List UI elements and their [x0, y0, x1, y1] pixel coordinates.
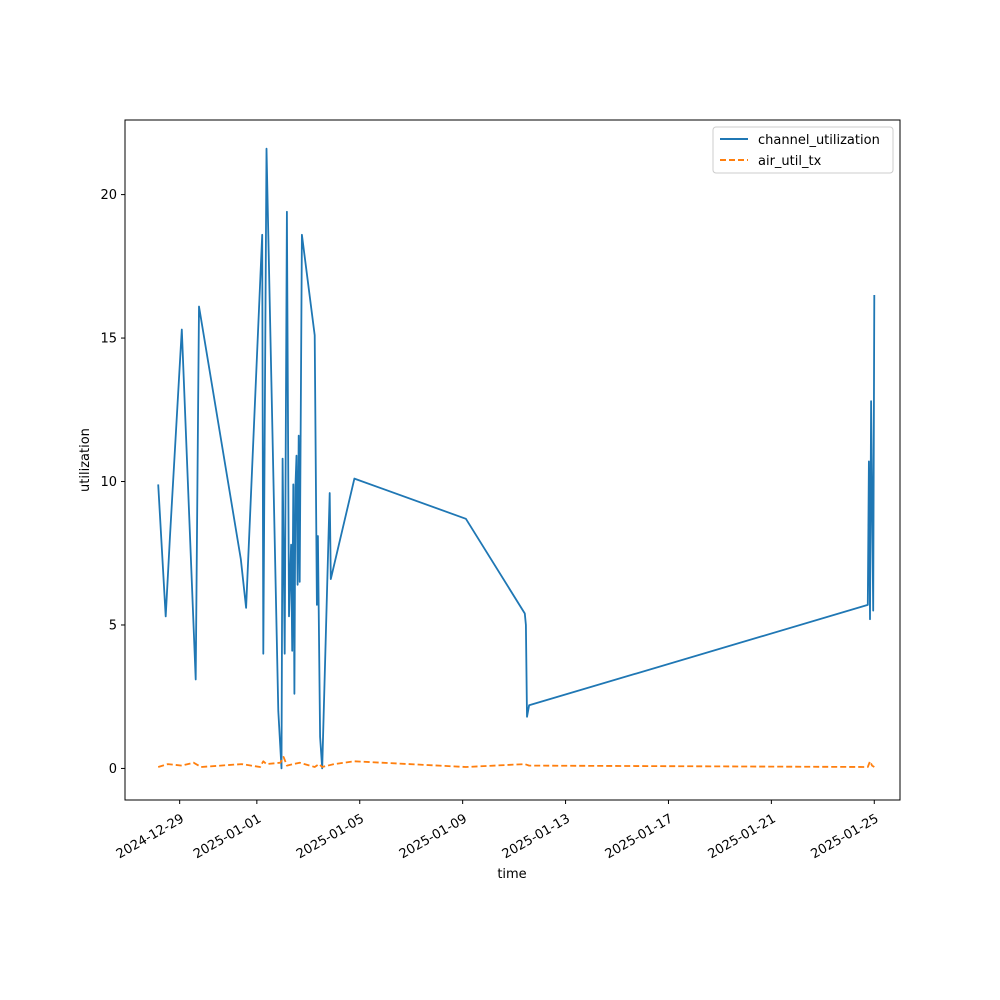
y-tick-label: 10 — [100, 475, 117, 490]
legend-box — [712, 126, 894, 174]
legend-label-channel-utilization: channel_utilization — [758, 133, 880, 148]
y-axis-label: utilization — [78, 428, 93, 492]
legend-label-air-util-tx: air_util_tx — [758, 154, 822, 169]
x-tick-label: 2025-01-01 — [191, 811, 264, 862]
series-line-channel-utilization — [157, 147, 876, 770]
y-tick-label: 20 — [100, 188, 117, 203]
x-tick-label: 2025-01-21 — [706, 811, 779, 862]
x-tick-label: 2025-01-09 — [397, 811, 470, 862]
plot-lines — [157, 147, 876, 770]
x-axis: 2024-12-29 2025-01-01 2025-01-05 2025-01-09… — [114, 800, 882, 862]
y-axis: 0 5 10 15 20 — [100, 188, 125, 777]
series-line-air-util-tx — [157, 756, 875, 768]
legend: channel_utilization air_util_tx — [712, 126, 894, 174]
x-axis-label: time — [497, 867, 526, 882]
plot-frame — [124, 119, 901, 801]
x-tick-label: 2025-01-05 — [294, 811, 367, 862]
y-tick-label: 0 — [109, 762, 117, 777]
x-tick-label: 2025-01-13 — [500, 811, 573, 862]
y-tick-label: 15 — [100, 332, 117, 347]
y-tick-label: 5 — [109, 618, 117, 633]
x-tick-label: 2025-01-25 — [809, 811, 882, 862]
x-tick-label: 2024-12-29 — [114, 811, 187, 862]
x-tick-label: 2025-01-17 — [603, 811, 676, 862]
